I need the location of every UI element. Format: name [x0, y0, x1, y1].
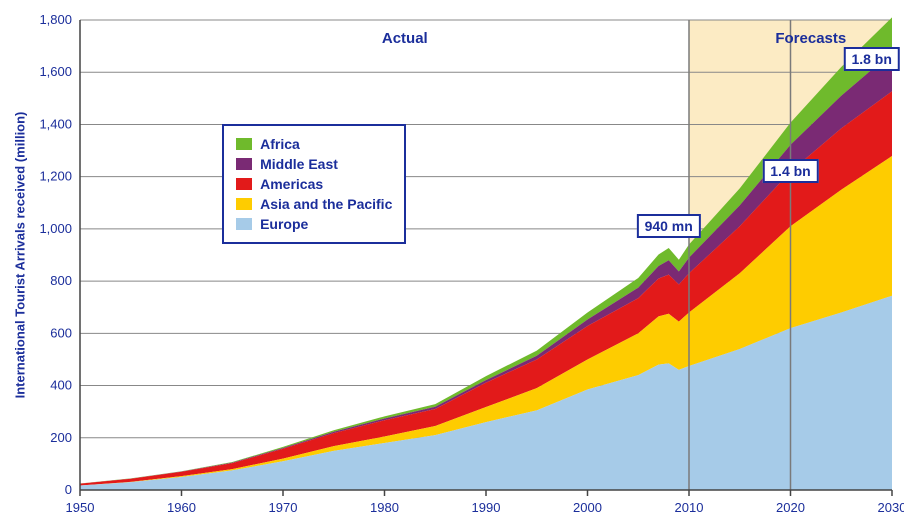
- legend-label: Asia and the Pacific: [260, 196, 392, 212]
- y-tick-label: 1,000: [39, 221, 72, 236]
- legend: Africa Middle East Americas Asia and the Pa…: [222, 124, 406, 244]
- legend-label: Europe: [260, 216, 308, 232]
- x-tick-label: 1980: [370, 500, 399, 515]
- x-tick-label: 2030: [878, 500, 904, 515]
- y-tick-label: 400: [50, 378, 72, 393]
- section-label-forecast: Forecasts: [775, 30, 846, 47]
- legend-label: Americas: [260, 176, 323, 192]
- legend-label: Middle East: [260, 156, 338, 172]
- legend-swatch: [236, 218, 252, 230]
- legend-item: Middle East: [236, 154, 392, 174]
- callout: 1.8 bn: [843, 47, 899, 71]
- chart-stage: 0 200 400 600 800 1,000 1,200 1,400 1,600 1,800 19…: [0, 0, 904, 526]
- legend-swatch: [236, 198, 252, 210]
- y-axis-label: International Tourist Arrivals received …: [13, 112, 28, 399]
- section-label-actual: Actual: [382, 30, 428, 47]
- y-tick-label: 1,400: [39, 116, 72, 131]
- y-tick-label: 600: [50, 325, 72, 340]
- legend-item: Europe: [236, 214, 392, 234]
- x-tick-label: 2010: [675, 500, 704, 515]
- x-tick-label: 2020: [776, 500, 805, 515]
- legend-item: Americas: [236, 174, 392, 194]
- y-tick-label: 800: [50, 273, 72, 288]
- y-tick-label: 1,600: [39, 64, 72, 79]
- y-tick-label: 1,200: [39, 169, 72, 184]
- legend-swatch: [236, 158, 252, 170]
- x-tick-label: 1950: [66, 500, 95, 515]
- x-tick-label: 1970: [269, 500, 298, 515]
- area-chart-svg: 0 200 400 600 800 1,000 1,200 1,400 1,600 1,800 19…: [0, 0, 904, 526]
- x-tick-label: 2000: [573, 500, 602, 515]
- y-tick-label: 0: [65, 482, 72, 497]
- legend-item: Asia and the Pacific: [236, 194, 392, 214]
- callout: 1.4 bn: [762, 159, 818, 183]
- legend-swatch: [236, 178, 252, 190]
- legend-item: Africa: [236, 134, 392, 154]
- callout: 940 mn: [637, 214, 701, 238]
- legend-label: Africa: [260, 136, 300, 152]
- y-tick-label: 200: [50, 430, 72, 445]
- legend-swatch: [236, 138, 252, 150]
- y-tick-label: 1,800: [39, 12, 72, 27]
- x-tick-label: 1990: [472, 500, 501, 515]
- x-tick-label: 1960: [167, 500, 196, 515]
